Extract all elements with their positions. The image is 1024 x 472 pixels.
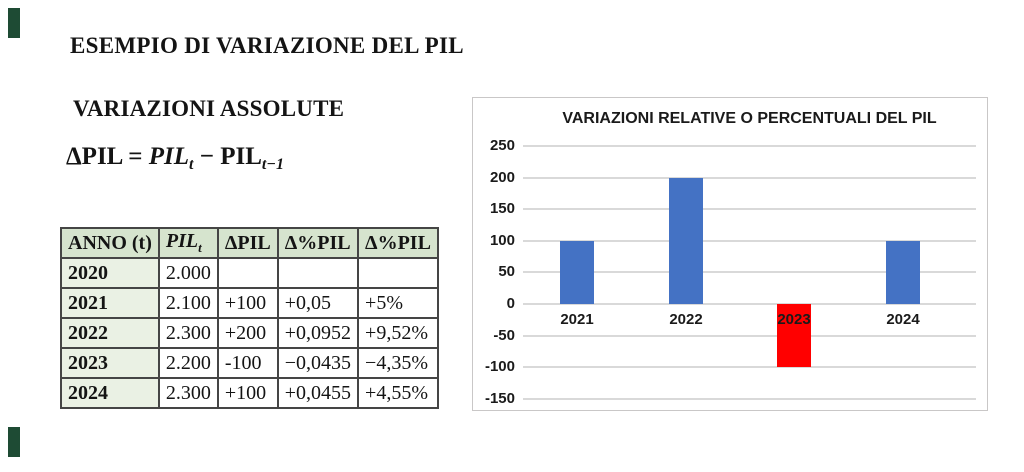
year-cell: 2024	[60, 377, 160, 409]
table-header-cell: Δ%PIL	[357, 227, 439, 259]
table-header-row: ANNO (t) PILt ΔPIL Δ%PIL Δ%PIL	[60, 227, 439, 259]
bar-2024	[886, 240, 920, 304]
year-cell: 2023	[60, 347, 160, 379]
value-cell: +100	[216, 377, 279, 409]
y-axis-tick-label: 100	[489, 231, 515, 249]
table-row: 2023 2.200 -100 −0,0435 −4,35%	[60, 347, 439, 379]
value-cell: 2.100	[157, 287, 219, 319]
formula-segment: PIL	[148, 143, 190, 170]
table-row: 2021 2.100 +100 +0,05 +5%	[60, 287, 439, 319]
y-axis-tick-label: 250	[489, 137, 515, 154]
table-header-cell: PILt	[157, 227, 219, 259]
bar-2021	[560, 240, 594, 304]
year-cell: 2020	[60, 257, 160, 289]
formula-segment: PIL	[220, 143, 262, 170]
formula-segment: −	[193, 143, 221, 170]
gridline	[523, 334, 976, 337]
bar-chart-panel: VARIAZIONI RELATIVE O PERCENTUALI DEL PI…	[472, 97, 988, 411]
value-cell: +9,52%	[357, 317, 439, 349]
value-cell	[357, 257, 439, 289]
value-cell: +100	[216, 287, 279, 319]
gridline	[523, 145, 976, 147]
formula-segment: t−1	[261, 156, 285, 173]
y-axis-tick-label: 150	[489, 200, 515, 218]
table-header-cell: ANNO (t)	[60, 227, 160, 259]
gridline	[523, 303, 976, 305]
delta-pil-formula: ΔPIL = PILt − PILt−1	[66, 143, 284, 174]
section-heading-variazioni-assolute: VARIAZIONI ASSOLUTE	[73, 96, 345, 121]
value-cell: -100	[216, 347, 279, 379]
value-cell: −0,0435	[276, 347, 360, 379]
category-label-2022: 2022	[669, 311, 703, 328]
y-axis-tick-label: -100	[484, 358, 515, 376]
value-cell: −4,35%	[357, 347, 439, 379]
table-row: 2022 2.300 +200 +0,0952 +9,52%	[60, 317, 439, 349]
value-cell: +0,05	[276, 287, 360, 319]
value-cell: +5%	[357, 287, 439, 319]
bar-2022	[669, 177, 703, 304]
value-cell: 2.300	[157, 317, 219, 349]
table-header-cell: Δ%PIL	[276, 227, 360, 259]
value-cell: 2.000	[157, 257, 219, 289]
gridline	[523, 366, 976, 369]
slide-title: ESEMPIO DI VARIAZIONE DEL PIL	[70, 33, 464, 58]
table-row: 2020 2.000	[60, 257, 439, 289]
formula-segment: ΔPIL	[66, 143, 122, 170]
value-cell: +0,0952	[276, 317, 360, 349]
value-cell: +4,55%	[357, 377, 439, 409]
chart-title: VARIAZIONI RELATIVE O PERCENTUALI DEL PI…	[562, 110, 937, 127]
gridline	[523, 176, 976, 179]
gridline	[523, 271, 976, 274]
category-label-2024: 2024	[886, 311, 920, 328]
value-cell: +0,0455	[276, 377, 360, 409]
y-axis-tick-label: 0	[506, 295, 515, 312]
y-axis-tick-label: -150	[484, 389, 515, 407]
category-label-2023: 2023	[777, 311, 811, 328]
y-axis-tick-label: 200	[489, 168, 515, 186]
y-axis-tick-label: -50	[493, 326, 515, 344]
year-cell: 2022	[60, 317, 160, 349]
accent-mark-bottom	[8, 427, 20, 457]
value-cell: 2.200	[157, 347, 219, 379]
value-cell	[216, 257, 279, 289]
bar-2023	[777, 304, 811, 368]
y-axis-tick-label: 50	[498, 263, 515, 281]
formula-segment: =	[121, 143, 149, 170]
value-cell: +200	[216, 317, 279, 349]
category-label-2021: 2021	[560, 311, 594, 328]
formula-segment: t	[189, 156, 194, 173]
value-cell	[276, 257, 360, 289]
year-cell: 2021	[60, 287, 160, 319]
pil-data-table: ANNO (t) PILt ΔPIL Δ%PIL Δ%PIL 2020 2.000 2021…	[60, 227, 439, 409]
table-header-cell: ΔPIL	[216, 227, 279, 259]
gridline	[523, 239, 976, 242]
value-cell: 2.300	[157, 377, 219, 409]
gridline	[523, 397, 976, 400]
accent-mark-top	[8, 8, 20, 38]
gridline	[523, 208, 976, 211]
table-row: 2024 2.300 +100 +0,0455 +4,55%	[60, 377, 439, 409]
